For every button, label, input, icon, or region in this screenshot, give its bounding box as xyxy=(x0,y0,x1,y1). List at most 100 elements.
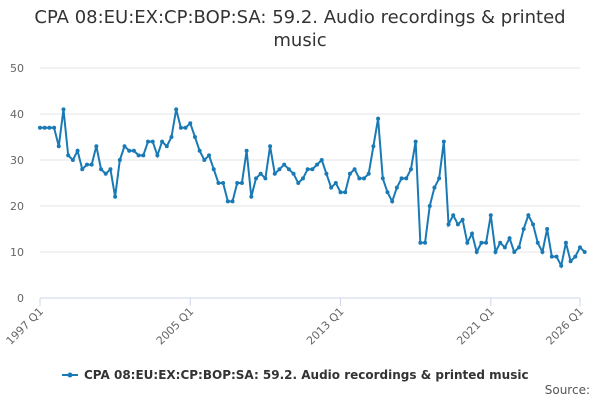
data-point xyxy=(319,158,324,162)
data-point xyxy=(563,240,568,245)
data-point xyxy=(155,153,160,158)
data-point xyxy=(113,194,118,199)
data-point xyxy=(578,245,582,250)
data-point xyxy=(465,240,470,245)
data-point xyxy=(404,176,409,181)
data-point xyxy=(582,250,587,254)
data-point xyxy=(268,144,273,149)
data-point xyxy=(192,135,197,139)
data-point xyxy=(305,167,310,172)
data-point xyxy=(324,171,329,176)
data-point xyxy=(470,231,474,236)
data-point xyxy=(315,162,320,167)
data-point xyxy=(385,190,390,195)
x-tick-label: 2005 Q1 xyxy=(154,305,197,348)
data-point xyxy=(160,139,165,144)
data-point xyxy=(432,185,437,190)
y-tick-label: 20 xyxy=(10,200,24,213)
data-point xyxy=(479,240,484,245)
data-point xyxy=(568,259,573,264)
data-point xyxy=(61,107,66,112)
data-point xyxy=(146,139,150,144)
data-point xyxy=(484,240,489,245)
data-point xyxy=(493,250,498,254)
data-point xyxy=(343,190,348,195)
data-point xyxy=(535,240,540,245)
data-point xyxy=(573,254,578,259)
y-tick-label: 40 xyxy=(10,108,24,121)
data-point xyxy=(239,181,244,185)
data-point xyxy=(554,254,559,259)
data-point xyxy=(357,176,362,181)
data-point xyxy=(408,167,413,172)
data-point xyxy=(399,176,404,181)
data-point xyxy=(291,171,296,176)
data-point xyxy=(211,167,216,172)
data-point xyxy=(394,185,399,190)
data-point xyxy=(84,162,89,167)
data-point xyxy=(89,162,94,167)
data-point xyxy=(127,148,132,153)
data-point xyxy=(502,245,507,250)
series-line xyxy=(40,109,586,269)
data-point xyxy=(150,139,155,144)
data-point xyxy=(99,167,104,172)
x-tick-label: 2021 Q1 xyxy=(454,305,497,348)
data-point xyxy=(437,176,442,181)
legend-marker xyxy=(67,372,73,378)
data-point xyxy=(310,167,315,172)
data-point xyxy=(512,250,517,254)
data-point xyxy=(286,167,291,172)
data-point xyxy=(94,144,99,149)
data-point xyxy=(371,144,376,149)
data-point xyxy=(249,194,254,199)
x-tick-label: 2013 Q1 xyxy=(304,305,347,348)
x-tick-label: 2026 Q1 xyxy=(544,305,587,348)
data-point xyxy=(56,144,61,149)
y-tick-label: 10 xyxy=(10,246,24,259)
data-point xyxy=(169,135,174,139)
data-point xyxy=(230,199,235,204)
data-point xyxy=(474,250,479,254)
data-point xyxy=(38,125,42,130)
source: Source: xyxy=(545,383,590,397)
data-point xyxy=(164,144,169,149)
data-point xyxy=(413,139,418,144)
data-point xyxy=(207,153,212,158)
data-point xyxy=(446,222,451,227)
data-point xyxy=(221,181,226,185)
data-point xyxy=(376,116,381,121)
data-point xyxy=(427,204,432,208)
data-point xyxy=(136,153,141,158)
data-point xyxy=(52,125,57,130)
data-point xyxy=(70,158,75,162)
data-point xyxy=(333,181,338,185)
chart-title: CPA 08:EU:EX:CP:BOP:SA: 59.2. Audio reco… xyxy=(34,7,566,51)
data-point xyxy=(296,181,301,185)
data-point xyxy=(117,158,122,162)
data-point xyxy=(272,171,277,176)
data-point xyxy=(423,240,428,245)
data-point xyxy=(418,240,423,245)
data-point xyxy=(66,153,71,158)
data-point xyxy=(460,217,465,222)
data-point xyxy=(277,167,282,172)
data-point xyxy=(183,125,188,130)
data-point xyxy=(390,199,395,204)
data-point xyxy=(178,125,183,130)
y-tick-label: 0 xyxy=(17,292,24,305)
data-point xyxy=(188,121,193,126)
data-point xyxy=(42,125,47,130)
data-point xyxy=(254,176,258,181)
data-point xyxy=(455,222,460,227)
data-point xyxy=(488,213,493,218)
data-point xyxy=(526,213,531,218)
data-point xyxy=(362,176,366,181)
data-point xyxy=(216,181,221,185)
y-tick-label: 30 xyxy=(10,154,24,167)
data-point xyxy=(549,254,554,259)
data-point xyxy=(507,236,512,241)
data-point xyxy=(258,171,263,176)
data-point xyxy=(282,162,287,167)
